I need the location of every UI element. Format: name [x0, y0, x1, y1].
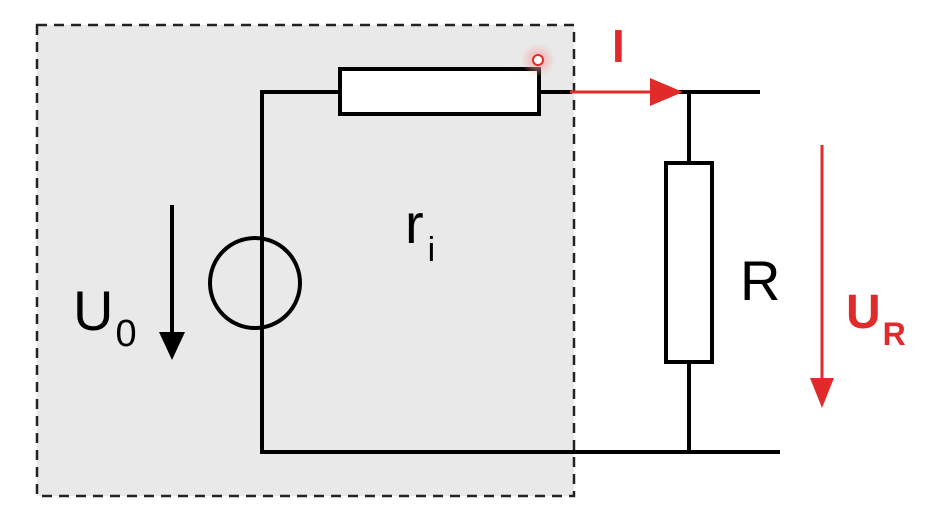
current-label: I — [612, 20, 625, 72]
load-voltage-sub: R — [883, 316, 906, 352]
load-voltage-label: UR — [846, 286, 906, 352]
load-resistor — [664, 161, 714, 364]
load-voltage-main: U — [846, 286, 881, 339]
internal-resistance-main: r — [405, 192, 424, 255]
load-voltage-arrow — [810, 145, 834, 408]
source-voltage-main: U — [73, 279, 113, 342]
current-arrow — [570, 78, 683, 106]
internal-resistor — [338, 67, 541, 116]
internal-resistance-sub: i — [428, 231, 436, 269]
source-voltage-label: U0 — [73, 279, 137, 355]
cursor-marker — [521, 43, 555, 77]
load-resistance-label: R — [740, 249, 780, 312]
source-voltage-sub: 0 — [115, 313, 136, 355]
circuit-wires — [260, 90, 780, 454]
source-voltage-arrow — [159, 205, 185, 360]
voltage-source-symbol — [208, 236, 302, 330]
